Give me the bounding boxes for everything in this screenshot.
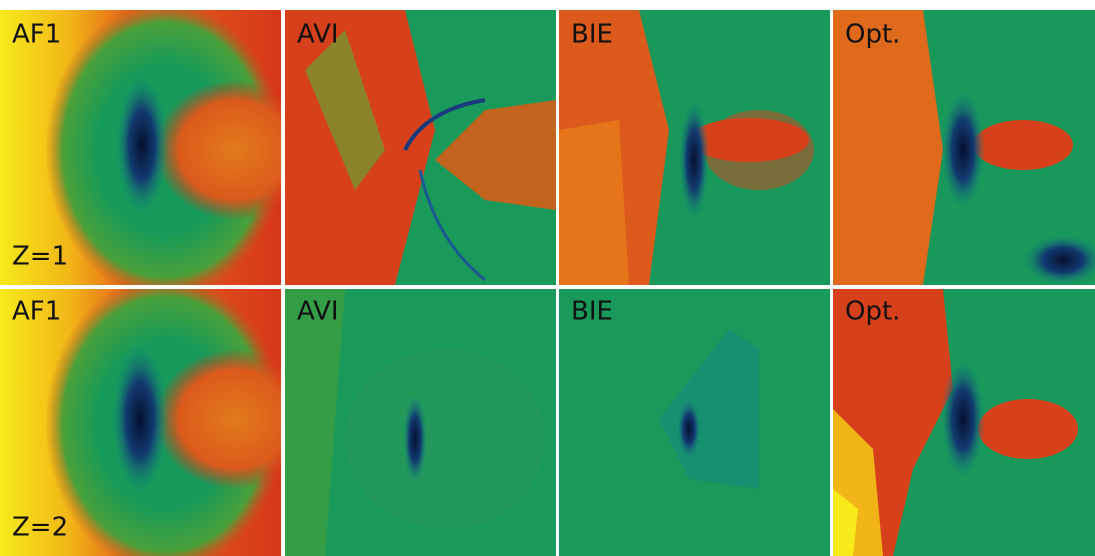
panel: AF1 Z=2 (0, 289, 281, 556)
panel-label: AF1 (12, 19, 61, 49)
row-label: Z=1 (12, 241, 68, 271)
panel-label: AVI (297, 19, 339, 49)
row-label: Z=2 (12, 512, 68, 542)
panel: Opt. (833, 289, 1095, 556)
panel: AVI (285, 289, 556, 556)
panel: BIE (559, 289, 830, 556)
panel: BIE (559, 10, 830, 285)
panel: AVI (285, 10, 556, 285)
panel-label: Opt. (845, 19, 900, 49)
panel-label: AVI (297, 296, 339, 326)
panel-label: AF1 (12, 296, 61, 326)
panel-label: Opt. (845, 296, 900, 326)
panel-label: BIE (571, 296, 613, 326)
panel: Opt. (833, 10, 1095, 285)
panel-label: BIE (571, 19, 613, 49)
panel: AF1 Z=1 (0, 10, 281, 285)
